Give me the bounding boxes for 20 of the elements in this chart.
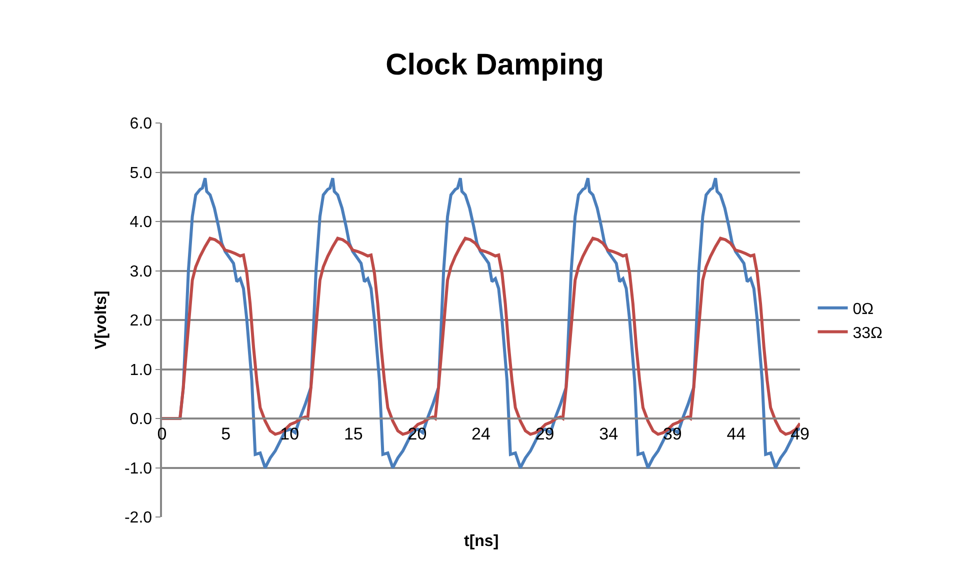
- y-tick-label: 2.0: [130, 312, 152, 330]
- x-tick-label: 34: [599, 424, 618, 444]
- x-tick-label: 5: [221, 424, 231, 444]
- legend-label: 33Ω: [852, 324, 883, 342]
- y-tick-label: 3.0: [130, 263, 152, 280]
- x-tick-label: 0: [157, 424, 167, 444]
- x-tick-label: 24: [472, 424, 490, 444]
- x-tick-label: 15: [344, 424, 363, 444]
- y-tick-label: -1.0: [124, 460, 152, 478]
- y-tick-label: 1.0: [130, 362, 152, 379]
- x-axis-title: t[ns]: [464, 533, 499, 550]
- y-tick-label: -2.0: [124, 510, 152, 527]
- y-tick-label: 5.0: [130, 164, 152, 182]
- chart-title: Clock Damping: [386, 48, 604, 82]
- y-axis-title: V[volts]: [92, 290, 110, 350]
- legend-label: 0Ω: [852, 301, 874, 318]
- y-tick-label: 0.0: [130, 411, 152, 428]
- y-tick-label: 6.0: [130, 116, 152, 133]
- x-tick-label: 44: [726, 424, 746, 444]
- y-tick-label: 4.0: [130, 214, 152, 232]
